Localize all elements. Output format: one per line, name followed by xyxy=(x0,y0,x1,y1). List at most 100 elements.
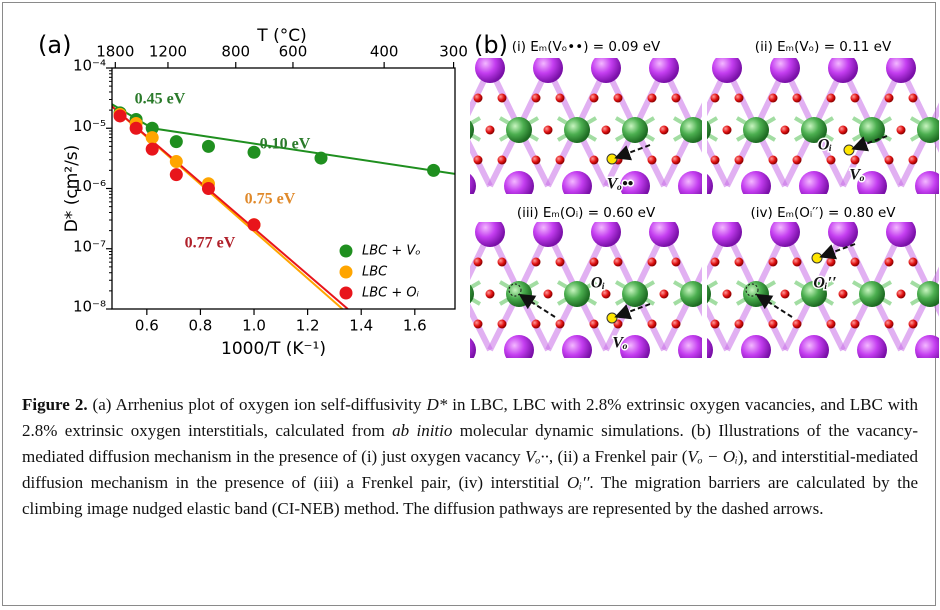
atom-la xyxy=(799,335,829,365)
data-point xyxy=(146,131,159,144)
atom-la xyxy=(741,171,771,201)
atom-o xyxy=(544,126,553,135)
atom-la xyxy=(828,53,858,83)
atom-o xyxy=(885,320,894,329)
atom-o xyxy=(723,290,732,299)
atom-la xyxy=(678,335,708,365)
species-label: Oᵢ xyxy=(591,275,606,292)
caption-text: Figure 2. xyxy=(22,395,88,414)
atom-ba xyxy=(448,117,474,143)
atom-o xyxy=(711,156,720,165)
atom-o xyxy=(486,126,495,135)
atom-o xyxy=(648,320,657,329)
panel-label: (a) xyxy=(38,31,71,59)
atom-o xyxy=(672,94,681,103)
data-point xyxy=(146,143,159,156)
atom-o xyxy=(556,156,565,165)
atom-o xyxy=(769,320,778,329)
atom-ba xyxy=(917,281,940,307)
atom-o xyxy=(498,156,507,165)
data-point xyxy=(248,218,261,231)
atom-la xyxy=(649,53,679,83)
atom-o xyxy=(532,320,541,329)
atom-o xyxy=(839,290,848,299)
atom-o xyxy=(428,290,437,299)
atom-ba xyxy=(622,281,648,307)
atom-o xyxy=(474,258,483,267)
atom-la xyxy=(562,335,592,365)
atom-o xyxy=(769,156,778,165)
atom-o xyxy=(827,156,836,165)
annotation: 0.45 eV xyxy=(135,91,186,108)
atom-o xyxy=(735,156,744,165)
atom-la xyxy=(712,53,742,83)
x-tick-label: 1.2 xyxy=(296,317,320,335)
atom-o xyxy=(909,320,918,329)
atom-la xyxy=(504,171,534,201)
atom-la xyxy=(446,171,476,201)
atom-ba xyxy=(859,117,885,143)
bond xyxy=(442,282,480,304)
tile-title: (ii) Eₘ(Vₒ) = 0.11 eV xyxy=(755,39,892,55)
atom-o xyxy=(498,258,507,267)
caption-text: (a) Arrhenius plot of oxygen ion self-di… xyxy=(88,395,427,414)
atom-o xyxy=(648,94,657,103)
species-label: Vₒ xyxy=(612,335,628,352)
caption: Figure 2. (a) Arrhenius plot of oxygen i… xyxy=(22,392,918,522)
atom-o xyxy=(851,320,860,329)
legend-marker xyxy=(340,287,353,300)
atom-o xyxy=(532,258,541,267)
atom-o xyxy=(498,94,507,103)
atom-o xyxy=(672,258,681,267)
atom-ba xyxy=(564,281,590,307)
atom-o xyxy=(735,94,744,103)
species-label: Vₒ xyxy=(849,167,865,184)
x2-tick-label: 800 xyxy=(221,43,250,61)
atom-ba xyxy=(917,117,940,143)
annotation: 0.75 eV xyxy=(245,191,296,208)
atom-o xyxy=(440,258,449,267)
atom-la xyxy=(446,335,476,365)
atom-ba xyxy=(506,117,532,143)
atom-la xyxy=(417,217,447,247)
atom-o xyxy=(590,320,599,329)
x2-tick-label: 400 xyxy=(370,43,399,61)
atom-o xyxy=(614,258,623,267)
atom-o xyxy=(885,94,894,103)
atom-o xyxy=(590,156,599,165)
bond xyxy=(432,68,490,186)
atom-ba xyxy=(448,281,474,307)
x-tick-label: 0.8 xyxy=(189,317,213,335)
atom-la xyxy=(799,171,829,201)
species-label: Vₒ•• xyxy=(607,176,634,193)
atom-o xyxy=(909,258,918,267)
atom-o xyxy=(851,258,860,267)
atom-la xyxy=(475,217,505,247)
legend-label: LBC xyxy=(362,265,388,280)
atom-la xyxy=(915,335,940,365)
x2-tick-label: 1200 xyxy=(149,43,187,61)
tile-title: (iv) Eₘ(Oᵢ′′) = 0.80 eV xyxy=(751,205,897,221)
x-tick-label: 0.6 xyxy=(135,317,159,335)
atom-la xyxy=(504,335,534,365)
atom-la xyxy=(828,217,858,247)
atom-ba xyxy=(622,117,648,143)
atom-o xyxy=(544,290,553,299)
atom-o xyxy=(793,258,802,267)
vacancy-site xyxy=(607,154,617,164)
atom-o xyxy=(909,94,918,103)
atom-o xyxy=(711,320,720,329)
atom-o xyxy=(769,94,778,103)
data-point xyxy=(170,155,183,168)
x2-tick-label: 1800 xyxy=(96,43,134,61)
x-tick-label: 1.0 xyxy=(242,317,266,335)
atom-o xyxy=(885,156,894,165)
data-point xyxy=(202,182,215,195)
atom-ba xyxy=(680,117,706,143)
atom-o xyxy=(648,156,657,165)
atom-o xyxy=(590,258,599,267)
atom-o xyxy=(602,126,611,135)
atom-o xyxy=(781,126,790,135)
atom-o xyxy=(735,258,744,267)
atom-ba xyxy=(680,281,706,307)
